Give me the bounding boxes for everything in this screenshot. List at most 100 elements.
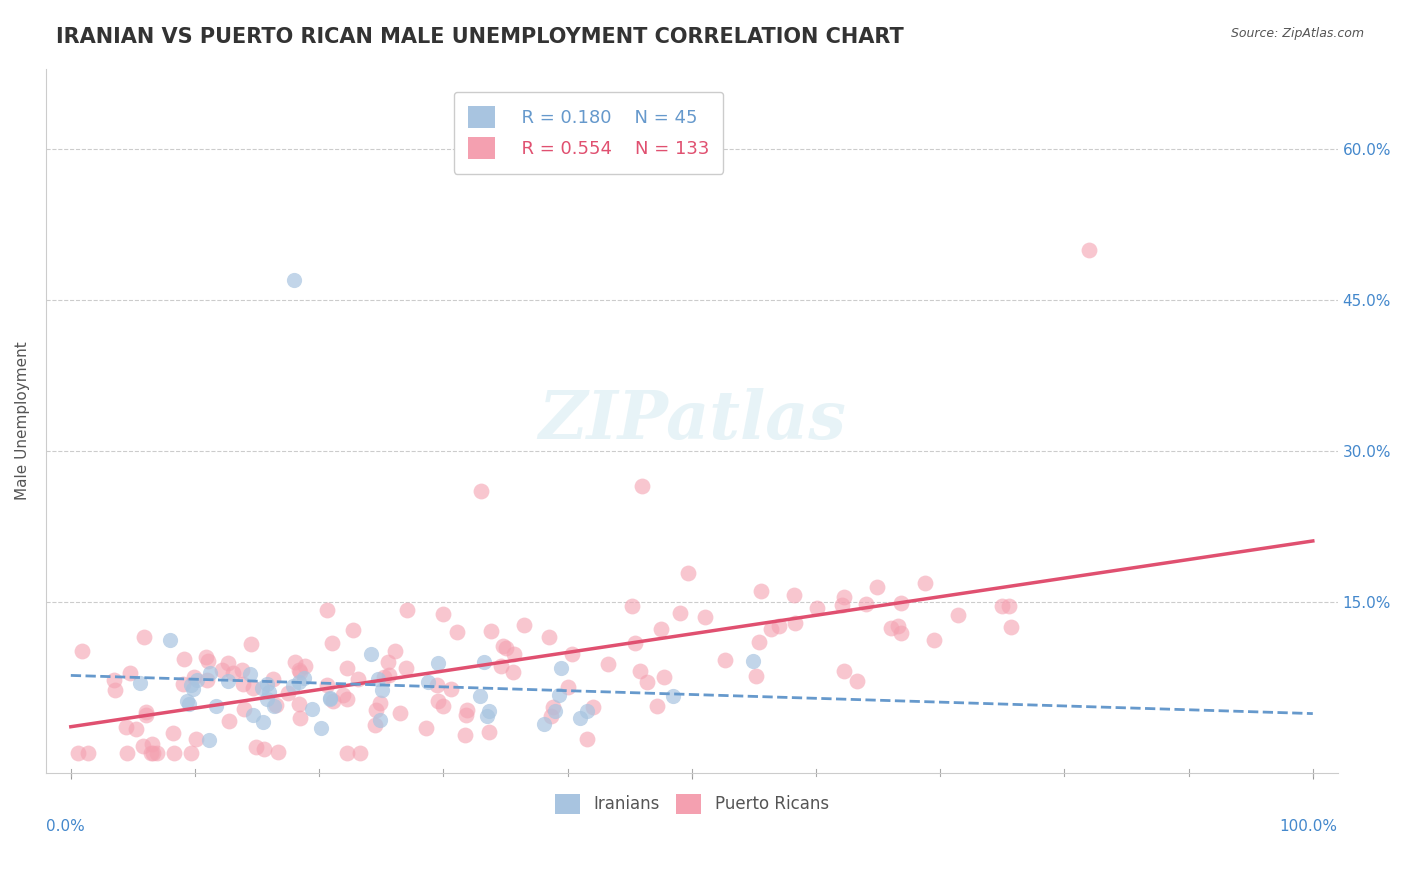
Point <box>371 683 394 698</box>
Point <box>315 602 337 616</box>
Point <box>624 636 647 650</box>
Point <box>184 731 207 746</box>
Point <box>135 705 157 719</box>
Point <box>103 673 125 687</box>
Point <box>287 697 309 711</box>
Point <box>749 584 772 599</box>
Point <box>806 600 828 615</box>
Point <box>336 746 359 760</box>
Point <box>628 664 651 678</box>
Point <box>239 666 262 681</box>
Point <box>832 590 855 604</box>
Point <box>432 699 454 714</box>
Point <box>290 711 312 725</box>
Point <box>997 599 1019 613</box>
Point <box>316 678 339 692</box>
Point <box>831 598 853 612</box>
Point <box>263 698 285 713</box>
Point <box>319 692 342 706</box>
Point <box>364 718 387 732</box>
Point <box>70 643 93 657</box>
Point <box>309 722 332 736</box>
Point <box>378 668 401 682</box>
Point <box>924 632 946 647</box>
Point <box>217 673 239 688</box>
Point <box>287 663 309 677</box>
Point <box>557 680 579 694</box>
Point <box>418 674 440 689</box>
Point <box>118 665 141 680</box>
Point <box>914 576 936 591</box>
Point <box>491 640 513 654</box>
Point <box>620 599 643 613</box>
Point <box>360 648 382 662</box>
Point <box>440 681 463 696</box>
Legend:   R = 0.180    N = 45,   R = 0.554    N = 133: R = 0.180 N = 45, R = 0.554 N = 133 <box>454 92 723 174</box>
Point <box>134 707 156 722</box>
Point <box>489 659 512 673</box>
Point <box>426 678 449 692</box>
Point <box>181 681 204 696</box>
Point <box>693 610 716 624</box>
Point <box>197 653 219 667</box>
Point <box>446 625 468 640</box>
Point <box>748 635 770 649</box>
Point <box>264 698 287 712</box>
Point <box>502 665 524 679</box>
Point <box>172 677 194 691</box>
Point <box>742 654 765 668</box>
Point <box>415 721 437 735</box>
Point <box>262 672 284 686</box>
Point <box>631 479 654 493</box>
Point <box>128 676 150 690</box>
Point <box>540 709 562 723</box>
Point <box>141 746 163 760</box>
Point <box>366 703 388 717</box>
Point <box>785 616 807 631</box>
Point <box>368 696 391 710</box>
Point <box>294 658 316 673</box>
Point <box>239 637 262 651</box>
Point <box>231 664 253 678</box>
Text: Source: ZipAtlas.com: Source: ZipAtlas.com <box>1230 27 1364 40</box>
Point <box>576 704 599 718</box>
Point <box>180 678 202 692</box>
Point <box>124 722 146 736</box>
Point <box>115 746 138 760</box>
Point <box>319 690 342 705</box>
Point <box>349 746 371 760</box>
Point <box>134 630 156 644</box>
Point <box>547 688 569 702</box>
Point <box>222 666 245 681</box>
Point <box>468 689 491 703</box>
Point <box>195 673 218 688</box>
Point <box>377 655 399 669</box>
Point <box>321 636 343 650</box>
Point <box>245 739 267 754</box>
Point <box>211 663 233 677</box>
Point <box>283 273 305 287</box>
Point <box>561 647 583 661</box>
Point <box>346 672 368 686</box>
Point <box>576 731 599 746</box>
Point <box>198 665 221 680</box>
Point <box>1000 620 1022 634</box>
Point <box>301 702 323 716</box>
Point <box>477 705 499 719</box>
Point <box>342 623 364 637</box>
Point <box>257 685 280 699</box>
Point <box>676 566 699 581</box>
Point <box>256 692 278 706</box>
Point <box>541 699 564 714</box>
Point <box>395 603 418 617</box>
Point <box>205 699 228 714</box>
Point <box>232 677 254 691</box>
Point <box>1078 243 1101 257</box>
Point <box>598 657 620 671</box>
Point <box>744 669 766 683</box>
Point <box>761 622 783 636</box>
Point <box>533 717 555 731</box>
Point <box>714 653 737 667</box>
Point <box>162 746 184 760</box>
Point <box>104 682 127 697</box>
